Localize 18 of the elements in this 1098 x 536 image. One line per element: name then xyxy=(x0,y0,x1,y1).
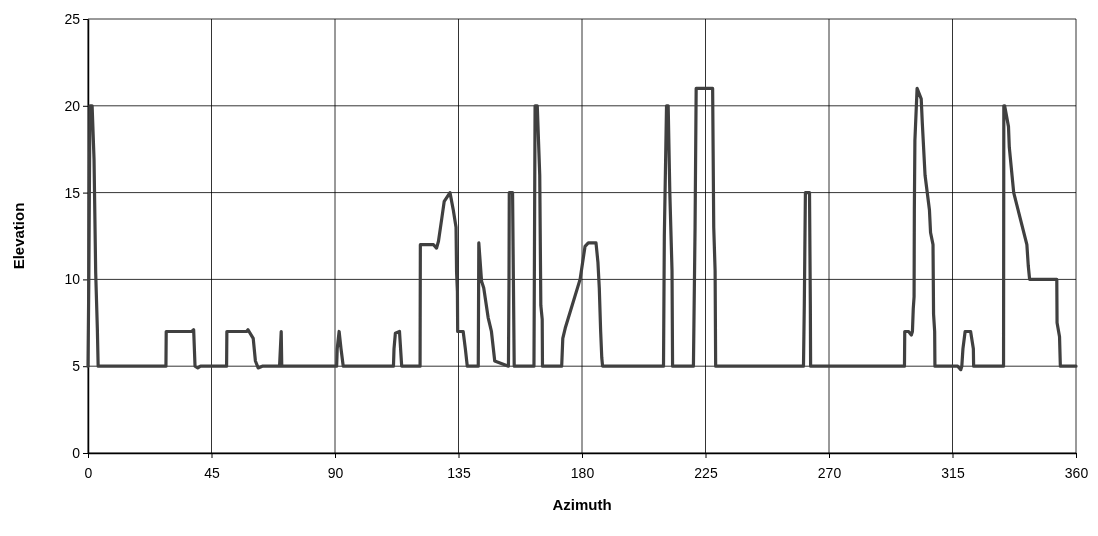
y-tick-label: 20 xyxy=(64,97,81,114)
x-tick-label: 0 xyxy=(84,464,93,481)
x-tick-label: 135 xyxy=(447,464,471,481)
y-tick-label: 25 xyxy=(64,10,81,27)
y-tick-label: 15 xyxy=(64,184,81,201)
x-tick-label: 90 xyxy=(327,464,344,481)
x-tick-label: 360 xyxy=(1064,464,1089,481)
y-tick-label: 0 xyxy=(72,444,81,461)
x-tick-label: 45 xyxy=(204,464,220,481)
y-axis-title: Elevation xyxy=(10,202,27,270)
x-axis-title: Azimuth xyxy=(552,496,612,513)
x-tick-label: 225 xyxy=(694,464,718,481)
x-tick-label: 270 xyxy=(817,464,842,481)
y-tick-label: 5 xyxy=(72,358,81,375)
x-tick-label: 180 xyxy=(570,464,595,481)
y-tick-label: 10 xyxy=(64,271,81,288)
line-series xyxy=(86,86,1078,372)
x-tick-label: 315 xyxy=(941,464,965,481)
